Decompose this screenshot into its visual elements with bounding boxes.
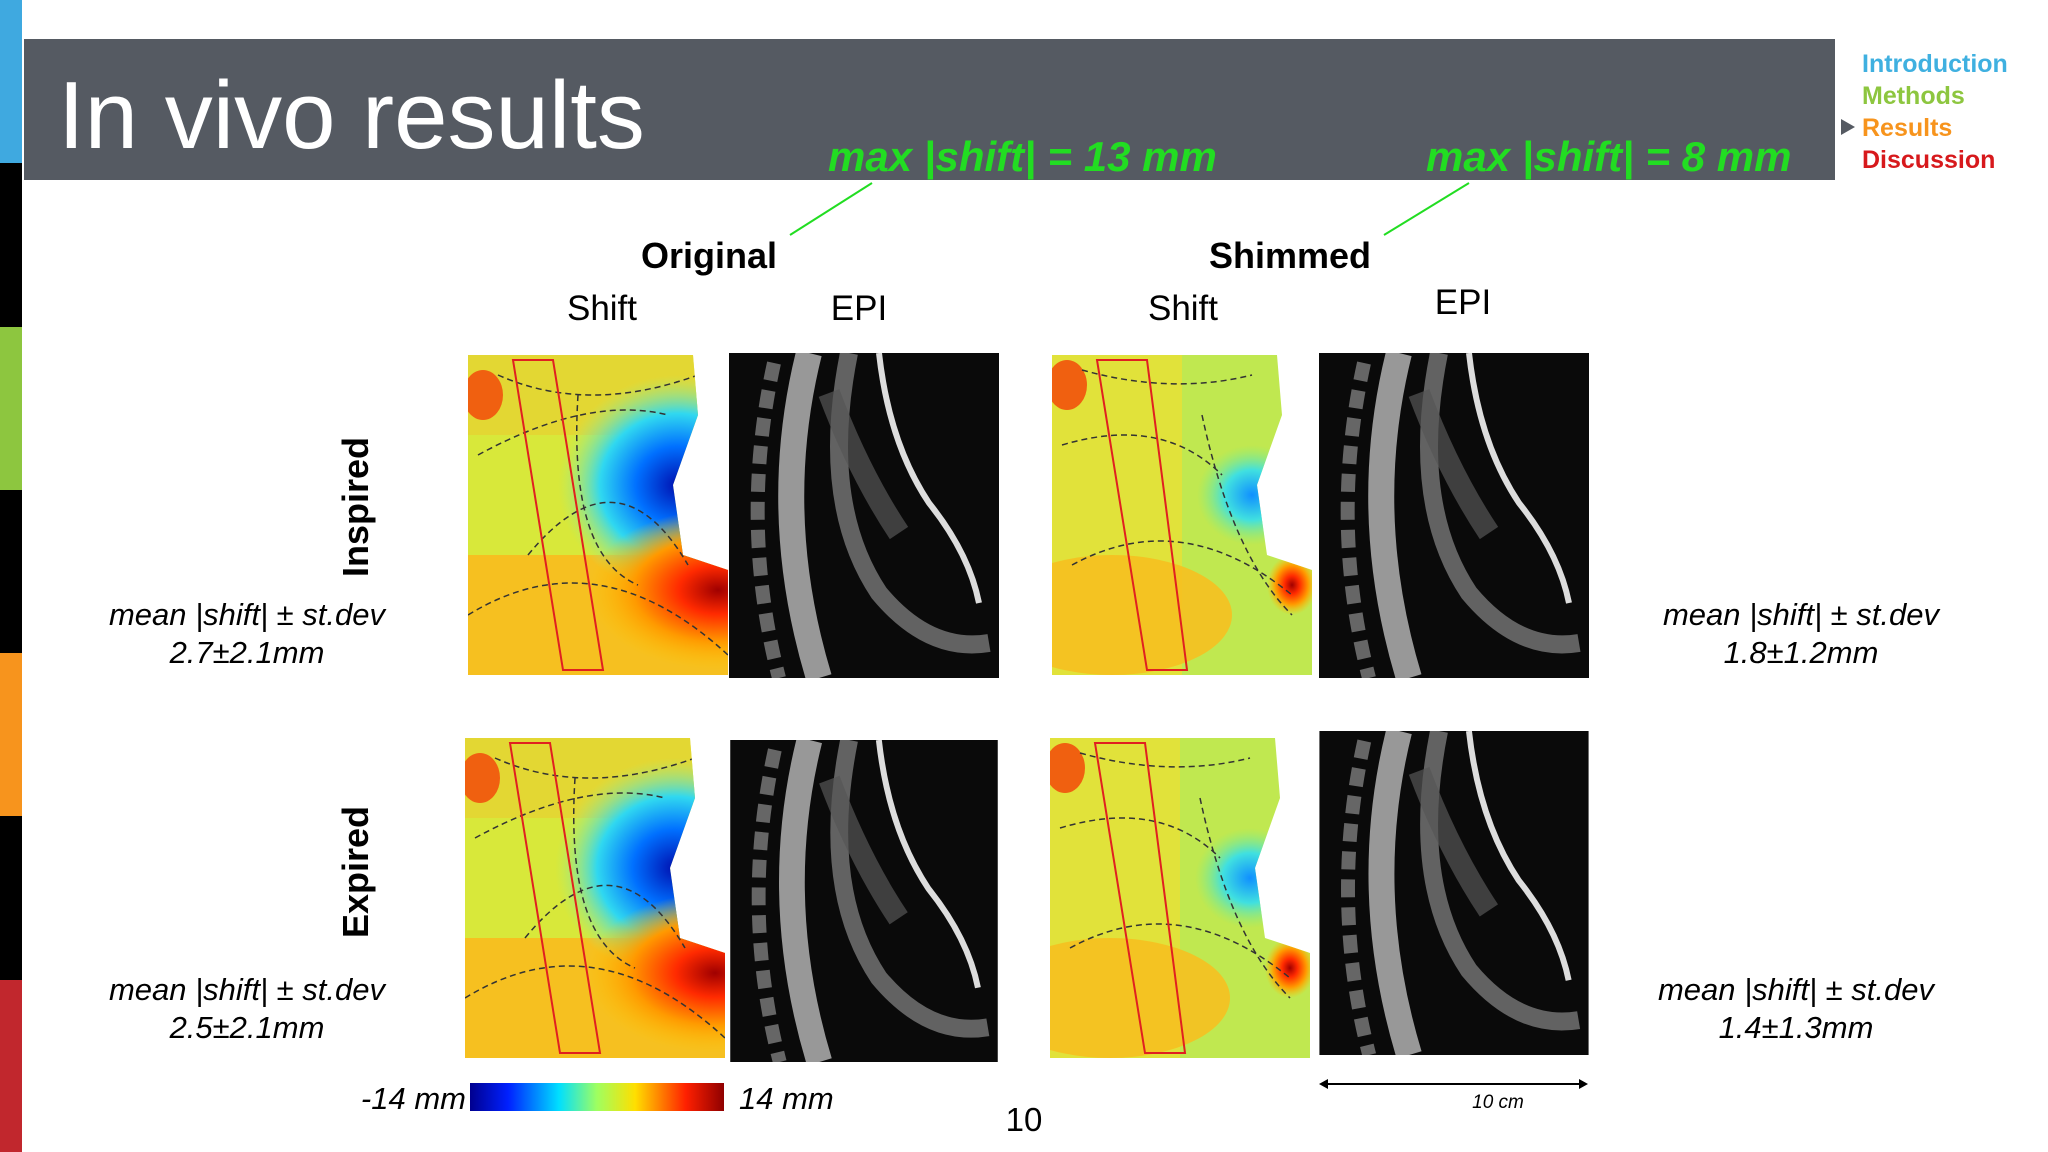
epi-image: [1319, 353, 1589, 678]
epi-image: [729, 353, 999, 678]
stat-label: mean |shift| ± st.dev: [109, 597, 387, 632]
rows: Inspired Expired: [335, 437, 376, 938]
images: [460, 353, 1589, 1062]
nav: Introduction Methods Results Discussion: [1841, 50, 2008, 174]
stat-value: 2.7±2.1mm: [169, 635, 325, 670]
row-label: Inspired: [335, 437, 376, 577]
nav-item[interactable]: Results: [1862, 114, 1952, 142]
stats: mean |shift| ± st.dev 2.7±2.1mm mean |sh…: [109, 597, 1941, 1045]
scale-label: 10 cm: [1472, 1092, 1524, 1113]
columns: Shift EPI Shift EPI: [567, 283, 1491, 328]
stat-value: 1.4±1.3mm: [1719, 1010, 1874, 1045]
colorbar-gradient: [470, 1083, 724, 1111]
annotation: max |shift| = 8 mm: [1426, 133, 1791, 180]
column-label: EPI: [831, 289, 887, 328]
epi-image: [1319, 731, 1588, 1055]
annotations: max |shift| = 13 mm max |shift| = 8 mm: [789, 133, 1791, 236]
column-label: Shift: [567, 289, 637, 328]
groups: Original Shimmed: [641, 235, 1371, 276]
group-label: Original: [641, 235, 777, 276]
nav-item[interactable]: Introduction: [1862, 50, 2008, 78]
stat-value: 2.5±2.1mm: [169, 1010, 325, 1045]
stat-label: mean |shift| ± st.dev: [1658, 972, 1936, 1007]
column-label: Shift: [1148, 289, 1218, 328]
colorbar: -14 mm 14 mm: [361, 1081, 834, 1116]
row-label: Expired: [335, 806, 376, 938]
group-label: Shimmed: [1209, 235, 1371, 276]
epi-image: [730, 740, 998, 1062]
title-bar: [24, 39, 1835, 180]
colorbar-max: 14 mm: [739, 1081, 834, 1116]
annotation: max |shift| = 13 mm: [828, 133, 1217, 180]
scale-bar: 10 cm: [1319, 1079, 1588, 1113]
section-bar: [0, 0, 22, 1152]
stat-value: 1.8±1.2mm: [1724, 635, 1879, 670]
column-label: EPI: [1435, 283, 1491, 322]
nav-item[interactable]: Discussion: [1862, 146, 1995, 174]
shift-map: [990, 738, 1315, 1058]
stat-label: mean |shift| ± st.dev: [1663, 597, 1941, 632]
slide-title: In vivo results: [58, 62, 645, 169]
leader: [789, 182, 873, 236]
colorbar-min: -14 mm: [361, 1081, 466, 1116]
page-number: 10: [1006, 1101, 1043, 1138]
shift-map: [992, 355, 1317, 675]
nav-arrow: [1841, 119, 1855, 135]
nav-item[interactable]: Methods: [1862, 82, 1965, 110]
leader: [1383, 182, 1470, 236]
stat-label: mean |shift| ± st.dev: [109, 972, 387, 1007]
